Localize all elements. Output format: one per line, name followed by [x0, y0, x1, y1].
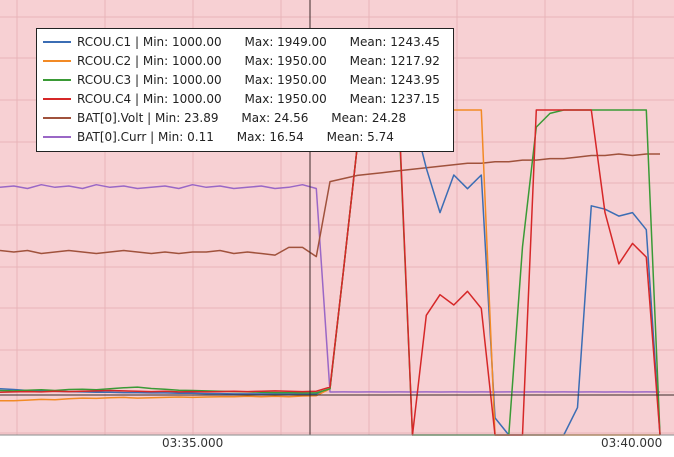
legend-item-bat-volt[interactable]: BAT[0].Volt | Min: 23.89 Max: 24.56 Mean… [37, 108, 453, 127]
legend-label-bat-curr: BAT[0].Curr | Min: 0.11 Max: 16.54 Mean:… [77, 129, 394, 144]
legend-item-rcou-c4[interactable]: RCOU.C4 | Min: 1000.00 Max: 1950.00 Mean… [37, 89, 453, 108]
legend-swatch-rcou-c3 [43, 78, 71, 81]
series-line-bat-0-curr[interactable] [0, 183, 661, 393]
legend-label-bat-volt: BAT[0].Volt | Min: 23.89 Max: 24.56 Mean… [77, 110, 407, 125]
legend-swatch-bat-volt [43, 116, 71, 119]
legend-item-bat-curr[interactable]: BAT[0].Curr | Min: 0.11 Max: 16.54 Mean:… [37, 127, 453, 146]
legend-item-rcou-c2[interactable]: RCOU.C2 | Min: 1000.00 Max: 1950.00 Mean… [37, 51, 453, 70]
legend-swatch-rcou-c4 [43, 97, 71, 100]
legend-item-rcou-c3[interactable]: RCOU.C3 | Min: 1000.00 Max: 1950.00 Mean… [37, 70, 453, 89]
series-line-rcou-c4[interactable] [0, 109, 661, 436]
series-line-bat-0-volt[interactable] [0, 153, 660, 258]
legend-label-rcou-c1: RCOU.C1 | Min: 1000.00 Max: 1949.00 Mean… [77, 34, 440, 49]
legend-swatch-rcou-c2 [43, 59, 71, 62]
legend-item-rcou-c1[interactable]: RCOU.C1 | Min: 1000.00 Max: 1949.00 Mean… [37, 32, 453, 51]
x-tick-label-2: 03:40.000 [601, 436, 663, 450]
chart-legend: RCOU.C1 | Min: 1000.00 Max: 1949.00 Mean… [36, 28, 454, 152]
legend-label-rcou-c3: RCOU.C3 | Min: 1000.00 Max: 1950.00 Mean… [77, 72, 440, 87]
legend-swatch-bat-curr [43, 135, 71, 138]
legend-swatch-rcou-c1 [43, 40, 71, 43]
legend-label-rcou-c2: RCOU.C2 | Min: 1000.00 Max: 1950.00 Mean… [77, 53, 440, 68]
series-line-rcou-c3[interactable] [0, 109, 661, 436]
legend-label-rcou-c4: RCOU.C4 | Min: 1000.00 Max: 1950.00 Mean… [77, 91, 440, 106]
x-tick-label-1: 03:35.000 [162, 436, 224, 450]
